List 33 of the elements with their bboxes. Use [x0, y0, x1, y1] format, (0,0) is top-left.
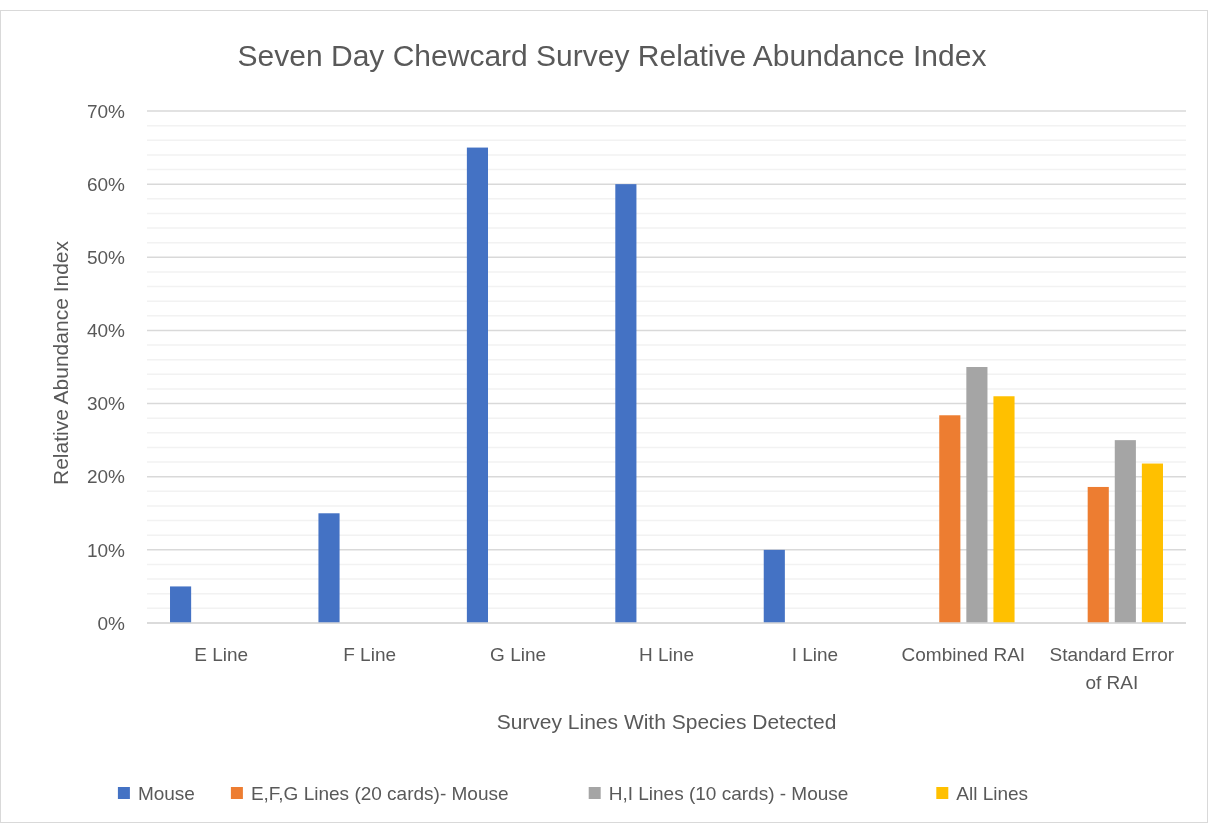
bar — [466, 147, 488, 623]
bar — [170, 586, 192, 623]
y-tick-label: 70% — [86, 100, 126, 122]
bar — [993, 396, 1015, 623]
y-axis-title: Relative Abundance Index — [49, 240, 72, 486]
legend-label: E,F,G Lines (20 cards)- Mouse — [250, 782, 509, 804]
bar — [1087, 486, 1109, 623]
bar — [615, 184, 637, 623]
x-tick-label: E Line — [194, 644, 249, 665]
y-tick-label: 60% — [86, 173, 126, 195]
x-tick-label: Combined RAI — [901, 644, 1026, 665]
y-tick-label: 0% — [97, 612, 126, 634]
bar — [318, 513, 340, 623]
x-tick-label: H Line — [639, 644, 694, 665]
chart-title: Seven Day Chewcard Survey Relative Abundance Index — [237, 39, 987, 72]
x-tick-label: I Line — [791, 644, 839, 665]
x-axis-title: Survey Lines With Species Detected — [496, 710, 837, 733]
legend-label: All Lines — [956, 782, 1029, 804]
y-tick-label: 30% — [86, 393, 126, 415]
x-tick-label: G Line — [490, 644, 547, 665]
x-tick-label: F Line — [343, 644, 397, 665]
bar — [966, 367, 988, 623]
legend-label: Mouse — [137, 782, 195, 804]
x-tick-label: Standard Error of RAI — [1049, 644, 1175, 693]
bar — [939, 415, 961, 623]
y-tick-label: 40% — [86, 320, 126, 342]
y-tick-label: 20% — [86, 466, 126, 488]
bar — [1141, 463, 1163, 623]
bar — [1114, 440, 1136, 623]
legend-label: H,I Lines (10 cards) - Mouse — [608, 782, 849, 804]
y-tick-label: 10% — [86, 539, 126, 561]
y-tick-label: 50% — [86, 246, 126, 268]
bar — [763, 549, 785, 623]
